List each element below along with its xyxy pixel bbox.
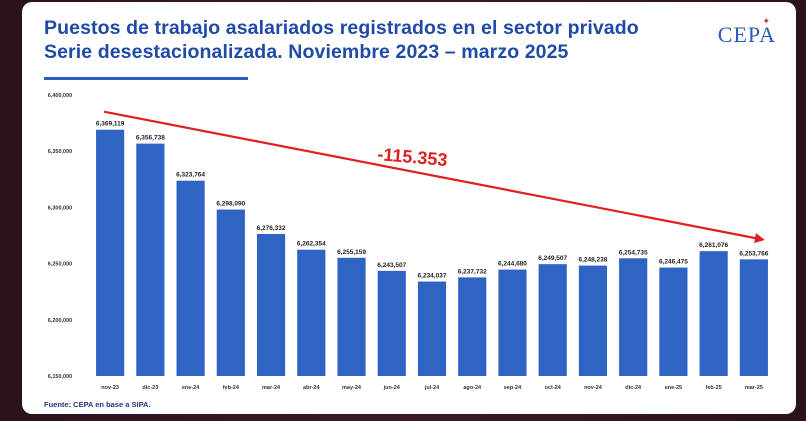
slide: Puestos de trabajo asalariados registrad… [22, 2, 796, 414]
data-label: 6,298,090 [216, 201, 245, 208]
y-axis: 6,150,000 6,200,000 6,250,000 6,300,000 6,35… [48, 93, 72, 380]
x-tick-label: may-24 [342, 385, 362, 391]
x-tick-label: nov-23 [101, 385, 119, 391]
x-tick-label: jul-24 [424, 385, 440, 391]
x-tick-label: ene-25 [665, 385, 682, 391]
bar [578, 265, 608, 376]
x-tick-label: mar-25 [745, 385, 763, 391]
y-tick-label: 6,300,000 [48, 205, 72, 211]
data-label: 6,254,735 [619, 249, 648, 256]
x-tick-label: dic-23 [142, 385, 158, 391]
bar [659, 267, 688, 376]
bar [297, 249, 326, 376]
bar [337, 257, 366, 376]
data-label: 6,237,732 [458, 268, 487, 275]
bar [699, 251, 728, 376]
y-tick-label: 6,400,000 [48, 93, 72, 99]
data-label: 6,244,680 [498, 261, 527, 268]
source-note: Fuente: CEPA en base a SIPA. [44, 400, 151, 409]
bar [458, 277, 487, 376]
cepa-logo: CEPA [717, 22, 776, 47]
x-tick-label: sep-24 [504, 385, 522, 391]
x-tick-label: feb-24 [223, 385, 240, 391]
x-tick-label: feb-25 [706, 385, 722, 391]
bar-chart: 6,150,000 6,200,000 6,250,000 6,300,000 6,35… [48, 93, 769, 391]
bar [739, 259, 768, 376]
data-label: 6,276,332 [257, 225, 286, 232]
bar [96, 129, 125, 376]
bar [377, 270, 406, 376]
data-label: 6,356,738 [136, 135, 165, 142]
x-axis-labels: nov-23 dic-23 ene-24 feb-24 mar-24 abr-24 may-… [101, 385, 763, 391]
value-labels: 6,369,119 6,356,738 6,323,764 6,298,090 6,27… [96, 121, 769, 280]
data-label: 6,248,238 [578, 257, 607, 264]
chart-title: Puestos de trabajo asalariados registrad… [44, 16, 684, 64]
data-label: 6,234,037 [418, 273, 447, 280]
data-label: 6,249,507 [538, 255, 567, 262]
x-tick-label: ene-24 [182, 385, 200, 391]
bar [538, 264, 567, 376]
data-label: 6,369,119 [96, 121, 125, 128]
data-label: 6,262,354 [297, 241, 326, 248]
bar [619, 258, 648, 376]
y-tick-label: 6,350,000 [48, 149, 72, 155]
data-label: 6,323,764 [176, 172, 205, 179]
logo-mark-icon: ✦ [762, 16, 770, 26]
bar [136, 143, 165, 376]
bar [498, 269, 527, 376]
data-label: 6,243,507 [377, 262, 406, 269]
title-underline [44, 77, 248, 80]
x-tick-label: mar-24 [262, 385, 281, 391]
bar [216, 209, 245, 376]
y-tick-label: 6,200,000 [48, 318, 72, 324]
data-label: 6,246,475 [659, 259, 688, 266]
title-line-1: Puestos de trabajo asalariados registrad… [44, 17, 639, 39]
x-tick-label: dic-24 [625, 385, 642, 391]
data-label: 6,255,159 [337, 249, 366, 256]
bar [176, 180, 205, 376]
x-tick-label: ago-24 [463, 385, 482, 391]
title-line-2: Serie desestacionalizada. Noviembre 2023… [44, 41, 569, 63]
y-tick-label: 6,150,000 [48, 374, 72, 380]
x-tick-label: oct-24 [545, 385, 562, 391]
bar [256, 234, 286, 376]
data-label: 6,261,076 [699, 242, 728, 249]
bars [96, 129, 768, 376]
y-tick-label: 6,250,000 [48, 262, 72, 268]
bar [417, 281, 447, 376]
x-tick-label: abr-24 [303, 385, 320, 391]
trend-arrow [103, 110, 765, 243]
data-label: 6,253,766 [739, 250, 768, 257]
x-tick-label: jun-24 [383, 385, 401, 391]
x-tick-label: nov-24 [584, 385, 603, 391]
